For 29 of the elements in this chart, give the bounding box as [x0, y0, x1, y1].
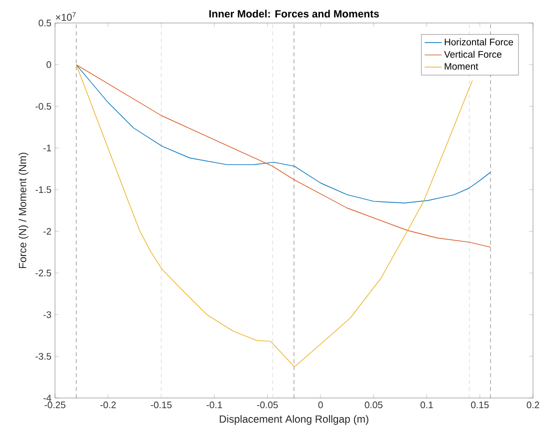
y-tick-label: -0.5 — [36, 102, 52, 110]
y-tick-label: 0 — [46, 61, 52, 68]
x-tick-label: -0.1 — [206, 402, 222, 408]
legend-label: Horizontal Force — [444, 38, 514, 46]
line-series — [76, 64, 491, 248]
line-series — [76, 64, 491, 204]
y-tick-label: -3.5 — [36, 352, 52, 360]
x-tick-label: -0.15 — [150, 402, 172, 408]
y-axis-title: Force (N) / Moment (Nm) — [18, 152, 28, 268]
x-tick-label: 0.15 — [471, 402, 489, 408]
y-tick-label: -3 — [43, 311, 52, 318]
text: ×10$^{7}$ — [56, 12, 76, 21]
x-tick-label: 0.2 — [526, 402, 540, 408]
y-tick-label: -1.5 — [36, 186, 52, 193]
y-tick-label: 0.5 — [38, 20, 52, 26]
y-tick-label: -2 — [43, 228, 52, 235]
x-tick-label: -0.25 — [44, 402, 66, 408]
x-tick-label: -0.2 — [100, 402, 116, 408]
x-tick-label: 0 — [318, 402, 323, 408]
y-tick-label: -1 — [43, 144, 52, 152]
chart-title: Inner Model: Forces and Moments — [209, 10, 379, 18]
x-tick-label: -0.05 — [257, 402, 278, 408]
legend-label: Moment — [444, 63, 478, 70]
x-tick-label: 0.1 — [420, 402, 433, 408]
legend-label: Vertical Force — [444, 50, 502, 58]
y-tick-label: -2.5 — [36, 270, 52, 276]
x-axis-title: Displacement Along Rollgap (m) — [220, 415, 368, 425]
y-tick-label: -4 — [43, 394, 52, 402]
x-tick-label: 0.05 — [364, 402, 382, 408]
